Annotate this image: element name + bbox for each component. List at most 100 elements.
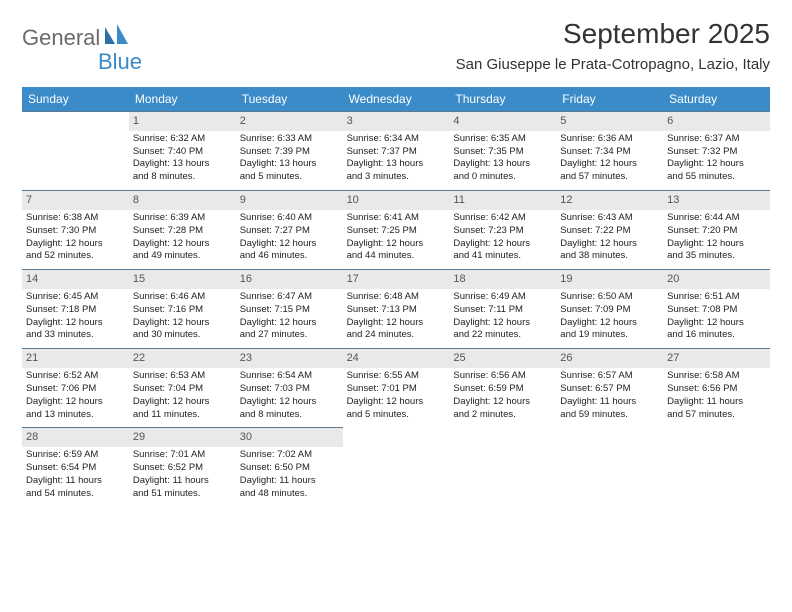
sunrise-text: Sunrise: 7:02 AM	[240, 449, 339, 462]
sunrise-text: Sunrise: 6:49 AM	[453, 291, 552, 304]
day-number: 2	[236, 112, 343, 131]
sunrise-text: Sunrise: 6:59 AM	[26, 449, 125, 462]
day-number: 8	[129, 191, 236, 210]
daylight-text: Daylight: 12 hours	[560, 317, 659, 330]
daylight-text: Daylight: 12 hours	[133, 396, 232, 409]
daylight-text: and 5 minutes.	[347, 409, 446, 422]
day-cell: 25Sunrise: 6:56 AMSunset: 6:59 PMDayligh…	[449, 348, 556, 427]
sunrise-text: Sunrise: 6:43 AM	[560, 212, 659, 225]
sunrise-text: Sunrise: 6:37 AM	[667, 133, 766, 146]
sunrise-text: Sunrise: 6:53 AM	[133, 370, 232, 383]
day-cell	[343, 427, 450, 506]
sunset-text: Sunset: 7:32 PM	[667, 146, 766, 159]
weekday-label: Tuesday	[236, 87, 343, 111]
day-cell: 12Sunrise: 6:43 AMSunset: 7:22 PMDayligh…	[556, 190, 663, 269]
daylight-text: and 54 minutes.	[26, 488, 125, 501]
daylight-text: and 57 minutes.	[667, 409, 766, 422]
daylight-text: Daylight: 12 hours	[240, 396, 339, 409]
daylight-text: Daylight: 11 hours	[133, 475, 232, 488]
logo-text-blue: Blue	[98, 49, 142, 75]
daylight-text: and 38 minutes.	[560, 250, 659, 263]
sunrise-text: Sunrise: 6:55 AM	[347, 370, 446, 383]
weekday-header: SundayMondayTuesdayWednesdayThursdayFrid…	[22, 87, 770, 111]
sunrise-text: Sunrise: 6:41 AM	[347, 212, 446, 225]
day-number: 14	[22, 270, 129, 289]
day-cell: 13Sunrise: 6:44 AMSunset: 7:20 PMDayligh…	[663, 190, 770, 269]
daylight-text: and 22 minutes.	[453, 329, 552, 342]
day-cell	[663, 427, 770, 506]
sunrise-text: Sunrise: 6:39 AM	[133, 212, 232, 225]
sunset-text: Sunset: 7:03 PM	[240, 383, 339, 396]
day-cell: 8 Sunrise: 6:39 AMSunset: 7:28 PMDaylight…	[129, 190, 236, 269]
location: San Giuseppe le Prata-Cotropagno, Lazio,…	[456, 56, 770, 73]
sunset-text: Sunset: 6:54 PM	[26, 462, 125, 475]
sunset-text: Sunset: 6:57 PM	[560, 383, 659, 396]
daylight-text: and 0 minutes.	[453, 171, 552, 184]
sunset-text: Sunset: 7:37 PM	[347, 146, 446, 159]
day-number: 25	[449, 349, 556, 368]
daylight-text: Daylight: 12 hours	[347, 317, 446, 330]
sunrise-text: Sunrise: 6:47 AM	[240, 291, 339, 304]
daylight-text: Daylight: 12 hours	[347, 396, 446, 409]
sunrise-text: Sunrise: 6:50 AM	[560, 291, 659, 304]
sunset-text: Sunset: 7:39 PM	[240, 146, 339, 159]
daylight-text: and 24 minutes.	[347, 329, 446, 342]
daylight-text: and 44 minutes.	[347, 250, 446, 263]
day-cell: 17Sunrise: 6:48 AMSunset: 7:13 PMDayligh…	[343, 269, 450, 348]
sail-icon	[103, 24, 129, 51]
sunrise-text: Sunrise: 6:42 AM	[453, 212, 552, 225]
daylight-text: Daylight: 13 hours	[133, 158, 232, 171]
day-number: 18	[449, 270, 556, 289]
day-number: 21	[22, 349, 129, 368]
day-number: 22	[129, 349, 236, 368]
day-cell: 9Sunrise: 6:40 AMSunset: 7:27 PMDaylight…	[236, 190, 343, 269]
day-cell: 2Sunrise: 6:33 AMSunset: 7:39 PMDaylight…	[236, 111, 343, 190]
daylight-text: Daylight: 12 hours	[667, 238, 766, 251]
daylight-text: and 8 minutes.	[240, 409, 339, 422]
sunset-text: Sunset: 7:09 PM	[560, 304, 659, 317]
daylight-text: Daylight: 12 hours	[26, 396, 125, 409]
sunrise-text: Sunrise: 6:52 AM	[26, 370, 125, 383]
day-cell: 15Sunrise: 6:46 AMSunset: 7:16 PMDayligh…	[129, 269, 236, 348]
sunrise-text: Sunrise: 6:56 AM	[453, 370, 552, 383]
day-number: 19	[556, 270, 663, 289]
sunrise-text: Sunrise: 6:32 AM	[133, 133, 232, 146]
day-number: 27	[663, 349, 770, 368]
sunset-text: Sunset: 6:52 PM	[133, 462, 232, 475]
sunset-text: Sunset: 7:35 PM	[453, 146, 552, 159]
daylight-text: and 35 minutes.	[667, 250, 766, 263]
sunrise-text: Sunrise: 6:35 AM	[453, 133, 552, 146]
sunrise-text: Sunrise: 7:01 AM	[133, 449, 232, 462]
day-number: 4	[449, 112, 556, 131]
sunset-text: Sunset: 7:06 PM	[26, 383, 125, 396]
day-number: 3	[343, 112, 450, 131]
day-cell: 19 Sunrise: 6:50 AMSunset: 7:09 PMDayligh…	[556, 269, 663, 348]
sunrise-text: Sunrise: 6:51 AM	[667, 291, 766, 304]
sunset-text: Sunset: 7:04 PM	[133, 383, 232, 396]
sunset-text: Sunset: 7:28 PM	[133, 225, 232, 238]
daylight-text: and 57 minutes.	[560, 171, 659, 184]
daylight-text: Daylight: 13 hours	[453, 158, 552, 171]
daylight-text: and 16 minutes.	[667, 329, 766, 342]
day-number: 9	[236, 191, 343, 210]
daylight-text: Daylight: 12 hours	[667, 317, 766, 330]
day-cell: 21 Sunrise: 6:52 AMSunset: 7:06 PMDayligh…	[22, 348, 129, 427]
weekday-label: Friday	[556, 87, 663, 111]
daylight-text: and 8 minutes.	[133, 171, 232, 184]
day-cell: 5Sunrise: 6:36 AMSunset: 7:34 PMDaylight…	[556, 111, 663, 190]
weekday-label: Monday	[129, 87, 236, 111]
sunset-text: Sunset: 7:18 PM	[26, 304, 125, 317]
weekday-label: Wednesday	[343, 87, 450, 111]
daylight-text: Daylight: 12 hours	[133, 238, 232, 251]
sunrise-text: Sunrise: 6:57 AM	[560, 370, 659, 383]
sunrise-text: Sunrise: 6:45 AM	[26, 291, 125, 304]
daylight-text: and 5 minutes.	[240, 171, 339, 184]
daylight-text: Daylight: 13 hours	[240, 158, 339, 171]
sunset-text: Sunset: 7:34 PM	[560, 146, 659, 159]
weekday-label: Sunday	[22, 87, 129, 111]
daylight-text: Daylight: 12 hours	[347, 238, 446, 251]
day-number: 20	[663, 270, 770, 289]
day-number: 30	[236, 428, 343, 447]
daylight-text: and 51 minutes.	[133, 488, 232, 501]
sunrise-text: Sunrise: 6:58 AM	[667, 370, 766, 383]
